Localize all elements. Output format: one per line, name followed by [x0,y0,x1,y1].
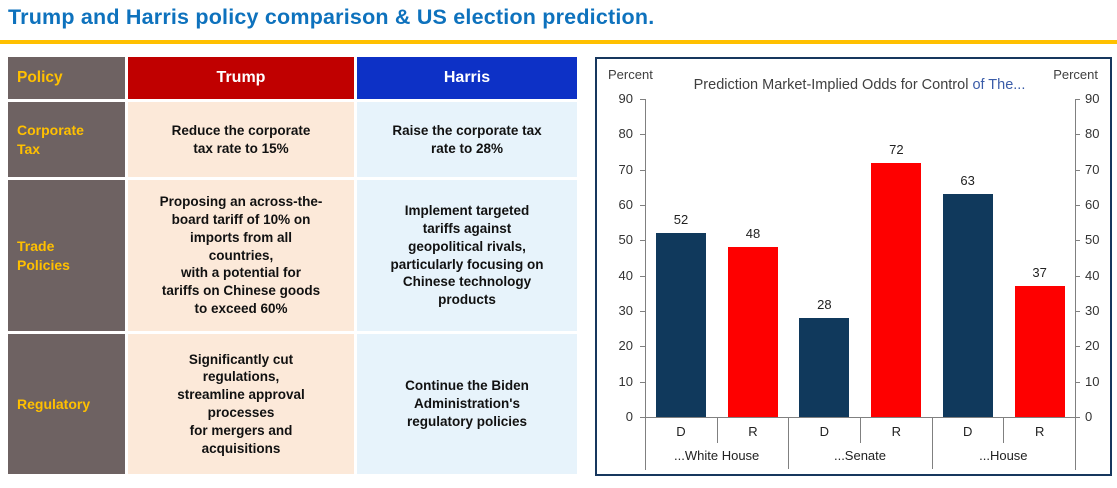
y-tick-left [640,134,645,136]
x-group-label: ...White House [674,448,760,463]
y-tick-label-left: 70 [618,161,633,177]
cell-harris-regulatory: Continue the Biden Administration's regu… [357,334,577,474]
y-tick-right [1075,134,1080,136]
chart-bar-D-0 [656,233,706,417]
bar-sublabel: D [962,424,973,439]
y-tick-right [1075,205,1080,206]
y-tick-label-left: 0 [625,409,633,424]
bar-value-label: 37 [1032,265,1047,281]
bar-sublabel: R [748,424,758,439]
y-tick-label-right: 70 [1085,161,1100,177]
y-axis-line-right [1075,99,1076,470]
y-tick-left [640,169,645,171]
cell-trump-corporate-tax: Reduce the corporate tax rate to 15% [128,102,354,177]
chart-bar-R-2 [1014,286,1065,417]
y-tick-label-right: 50 [1085,232,1100,248]
bar-value-label: 52 [673,212,689,228]
group-separator [931,417,933,469]
y-axis-unit-label-left: Percent [608,67,653,82]
y-tick-left [640,240,645,242]
table-header-harris: Harris [357,57,577,99]
prediction-chart-panel: Percent Percent Prediction Market-Implie… [595,57,1112,476]
y-tick-label-right: 10 [1085,373,1100,389]
policy-comparison-table: Policy Trump Harris Corporate Tax Reduce… [8,57,577,474]
y-tick-label-left: 20 [618,338,633,354]
dr-separator [860,417,861,443]
y-tick-right [1075,99,1080,100]
y-axis-line-left [645,99,646,470]
y-tick-right [1075,417,1080,418]
y-tick-label-right: 20 [1085,338,1100,354]
y-tick-right [1075,275,1080,277]
y-tick-label-right: 40 [1085,267,1100,283]
row-label-corporate-tax: Corporate Tax [8,102,125,177]
bar-sublabel: R [1034,424,1045,439]
cell-harris-trade-policies: Implement targeted tariffs against geopo… [357,180,577,331]
bar-sublabel: D [819,424,830,439]
y-tick-label-left: 10 [618,373,633,389]
y-tick-left [640,311,645,312]
dr-separator [716,417,718,443]
table-header-policy: Policy [8,57,125,99]
y-tick-label-right: 80 [1085,126,1100,142]
y-tick-label-left: 40 [618,267,633,283]
y-tick-right [1075,240,1080,242]
y-tick-left [640,205,645,206]
y-tick-label-right: 60 [1085,197,1100,212]
chart-bar-R-0 [728,247,778,417]
chart-title: Prediction Market-Implied Odds for Contr… [645,77,1074,93]
y-tick-label-left: 50 [618,232,633,248]
chart-bar-R-1 [871,162,922,417]
y-tick-right [1075,169,1080,171]
y-tick-left [640,346,645,348]
bar-value-label: 48 [745,226,761,242]
y-tick-label-right: 30 [1085,303,1100,318]
x-group-label: ...House [979,448,1028,463]
chart-bar-D-2 [942,194,993,417]
cell-trump-regulatory: Significantly cut regulations, streamlin… [128,334,354,474]
y-tick-right [1075,346,1080,348]
row-label-regulatory: Regulatory [8,334,125,474]
bar-value-label: 63 [960,173,975,189]
title-underline [0,40,1117,44]
y-tick-left [640,381,645,383]
group-separator [788,417,790,469]
y-tick-label-left: 80 [618,126,633,142]
y-tick-right [1075,311,1080,312]
chart-plot-area: 0 0 10 10 20 20 30 30 40 40 50 50 60 60 70 70 80 80 90 90..… [597,59,1110,474]
bar-value-label: 72 [889,141,904,157]
table-header-trump: Trump [128,57,354,99]
y-tick-label-right: 90 [1085,91,1100,106]
x-group-label: ...Senate [833,448,887,463]
bar-sublabel: R [891,424,902,439]
y-tick-right [1075,381,1080,383]
y-tick-left [640,417,645,418]
chart-title-suffix: of The... [972,77,1026,93]
y-tick-label-left: 60 [618,197,633,212]
chart-bar-D-1 [799,318,850,417]
y-tick-label-left: 30 [618,303,633,318]
y-tick-label-right: 0 [1085,409,1093,424]
row-label-trade-policies: Trade Policies [8,180,125,331]
chart-title-main: Prediction Market-Implied Odds for Contr… [693,77,969,93]
y-tick-label-left: 90 [618,91,633,106]
y-axis-unit-label-right: Percent [1053,67,1098,82]
y-tick-left [640,99,645,100]
y-tick-left [640,275,645,277]
bar-value-label: 28 [817,297,832,313]
page-title: Trump and Harris policy comparison & US … [8,5,655,29]
dr-separator [1003,417,1005,443]
bar-sublabel: D [676,424,686,439]
cell-trump-trade-policies: Proposing an across-the- board tariff of… [128,180,354,331]
cell-harris-corporate-tax: Raise the corporate tax rate to 28% [357,102,577,177]
